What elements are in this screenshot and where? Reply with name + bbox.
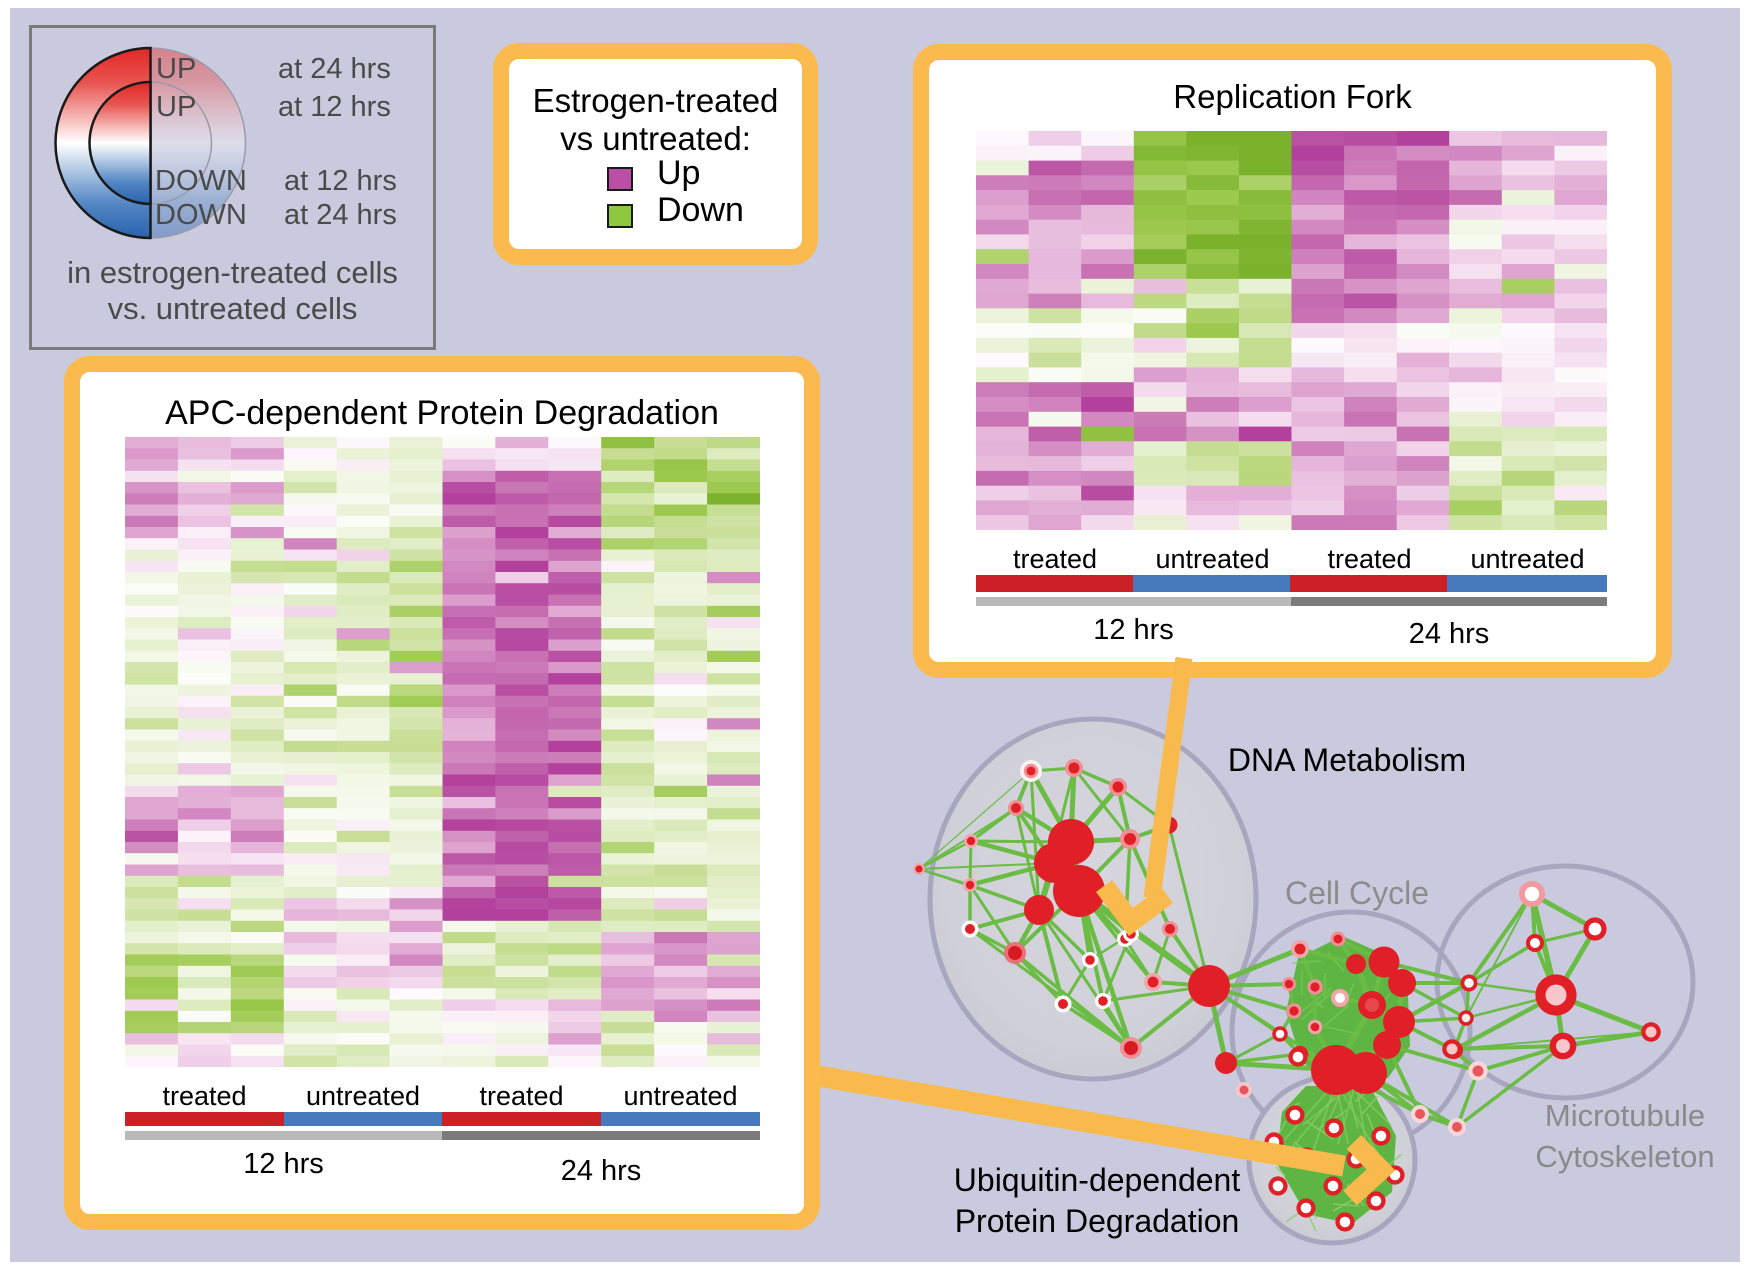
svg-text:Protein Degradation: Protein Degradation (955, 1203, 1240, 1239)
svg-text:DNA Metabolism: DNA Metabolism (1228, 742, 1466, 778)
svg-text:Cell Cycle: Cell Cycle (1285, 875, 1429, 911)
svg-text:Microtubule: Microtubule (1545, 1098, 1705, 1133)
svg-text:Cytoskeleton: Cytoskeleton (1535, 1139, 1714, 1174)
svg-text:Ubiquitin-dependent: Ubiquitin-dependent (954, 1162, 1241, 1198)
